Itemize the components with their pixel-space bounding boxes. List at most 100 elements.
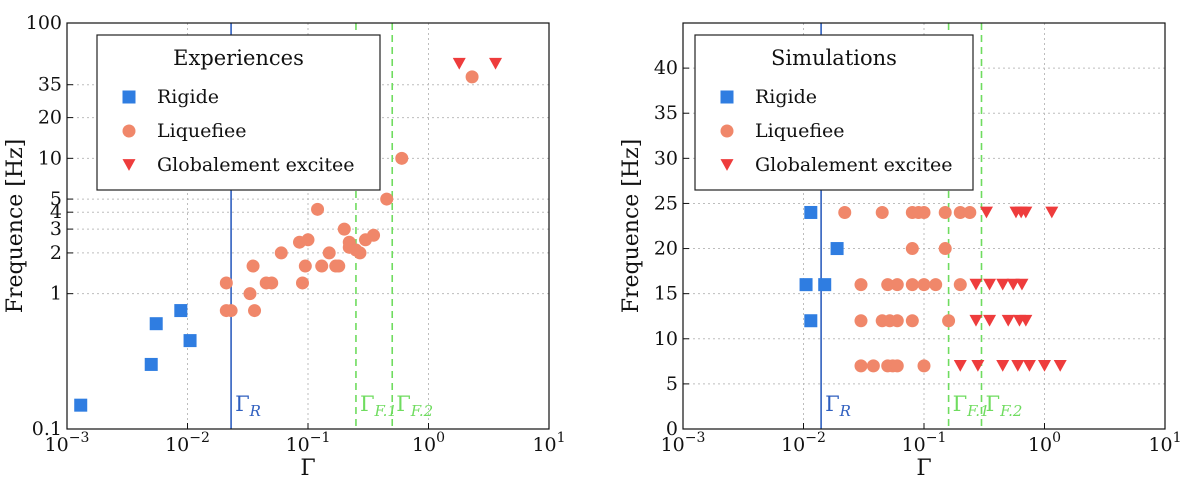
data-point bbox=[265, 276, 279, 290]
legend-marker bbox=[720, 124, 734, 138]
data-point bbox=[1019, 206, 1033, 219]
y-tick-label: 25 bbox=[654, 192, 678, 214]
data-point bbox=[854, 278, 868, 292]
data-point bbox=[996, 278, 1010, 291]
legend-entry: Liquefiee bbox=[755, 120, 845, 142]
x-tick-label: 100 bbox=[412, 430, 445, 456]
data-point bbox=[367, 228, 381, 242]
data-point bbox=[890, 278, 904, 292]
data-point bbox=[74, 398, 88, 412]
data-point bbox=[890, 359, 904, 373]
data-point bbox=[1019, 314, 1033, 327]
y-tick-label: 3 bbox=[50, 218, 62, 240]
y-axis-label: Frequence [Hz] bbox=[3, 139, 28, 314]
series-globalement-excitee bbox=[452, 57, 503, 70]
data-point bbox=[938, 242, 952, 256]
x-tick-label: 100 bbox=[1028, 430, 1061, 456]
data-point bbox=[983, 314, 997, 327]
y-tick-label: 4 bbox=[50, 201, 62, 223]
y-tick-label: 35 bbox=[654, 102, 678, 124]
data-point bbox=[246, 259, 260, 273]
legend-entry: Rigide bbox=[157, 86, 219, 108]
y-tick-label: 0.1 bbox=[32, 418, 62, 440]
data-point bbox=[301, 233, 315, 247]
reference-line-label: ΓF.2 bbox=[985, 392, 1022, 420]
reference-line-label: ΓF.1 bbox=[953, 392, 990, 420]
legend-entry: Rigide bbox=[755, 86, 817, 108]
data-point bbox=[144, 357, 158, 371]
data-point bbox=[929, 278, 943, 292]
reference-line-label: ΓR bbox=[825, 392, 851, 420]
data-point bbox=[395, 151, 409, 165]
data-point bbox=[353, 246, 367, 260]
data-point bbox=[1006, 278, 1020, 291]
series-rigide bbox=[799, 205, 844, 328]
chart-panel-2: ΓR ΓF.1ΓF.2 10−3 10−2 10−1 100 101 0 5 10 15 20 25 30… bbox=[619, 22, 1180, 481]
data-point bbox=[315, 259, 329, 273]
legend: Experiences Rigide Liquefiee Globalement ex… bbox=[96, 34, 381, 191]
data-point bbox=[804, 314, 818, 328]
data-point bbox=[452, 57, 466, 70]
data-point bbox=[866, 359, 880, 373]
data-point bbox=[1053, 359, 1067, 372]
data-point bbox=[322, 246, 336, 260]
legend-entry: Globalement excitee bbox=[157, 154, 354, 176]
y-tick-label: 5 bbox=[666, 373, 678, 395]
y-tick-label: 40 bbox=[654, 57, 678, 79]
data-point bbox=[1038, 359, 1051, 372]
data-point bbox=[804, 205, 818, 219]
data-point bbox=[875, 205, 889, 219]
legend-title: Experiences bbox=[173, 46, 304, 70]
data-point bbox=[917, 278, 931, 292]
data-point bbox=[1011, 359, 1025, 372]
data-point bbox=[905, 278, 919, 292]
data-point bbox=[953, 278, 967, 292]
x-tick-label: 10−1 bbox=[902, 430, 947, 456]
data-point bbox=[274, 246, 288, 260]
data-point bbox=[295, 276, 309, 290]
x-tick-label: 101 bbox=[1148, 430, 1180, 456]
data-point bbox=[1001, 314, 1015, 327]
legend-marker bbox=[122, 90, 136, 104]
x-tick-label: 10−3 bbox=[661, 430, 706, 456]
data-point bbox=[979, 206, 993, 219]
legend-marker bbox=[122, 124, 136, 138]
legend-marker bbox=[720, 90, 734, 104]
data-point bbox=[983, 278, 997, 291]
data-point bbox=[971, 359, 985, 372]
data-point bbox=[963, 205, 977, 219]
x-tick-label: 101 bbox=[532, 430, 565, 456]
legend: Simulations Rigide Liquefiee Globalement ex… bbox=[694, 34, 974, 191]
series-globalement-excitee bbox=[953, 206, 1067, 372]
data-point bbox=[224, 304, 238, 318]
data-point bbox=[380, 192, 394, 206]
data-point bbox=[248, 304, 262, 318]
data-point bbox=[881, 278, 895, 292]
reference-line-label: ΓR bbox=[235, 392, 261, 420]
y-tick-label: 30 bbox=[654, 147, 678, 169]
data-point bbox=[838, 205, 852, 219]
y-tick-label: 20 bbox=[38, 107, 62, 129]
y-tick-label: 5 bbox=[50, 188, 62, 210]
data-point bbox=[969, 278, 983, 291]
data-point bbox=[489, 57, 503, 70]
x-tick-label: 10−1 bbox=[286, 430, 331, 456]
y-tick-label: 0 bbox=[666, 418, 678, 440]
data-point bbox=[953, 205, 967, 219]
legend-marker bbox=[122, 159, 136, 171]
data-point bbox=[905, 314, 919, 328]
legend-title: Simulations bbox=[771, 46, 897, 70]
data-point bbox=[969, 314, 983, 327]
data-point bbox=[243, 287, 257, 301]
data-point bbox=[917, 205, 931, 219]
data-point bbox=[818, 278, 832, 292]
legend-marker bbox=[720, 159, 734, 171]
data-point bbox=[942, 314, 956, 328]
series-rigide bbox=[74, 304, 197, 412]
data-point bbox=[953, 359, 967, 372]
x-tick-label: 10−3 bbox=[45, 430, 90, 456]
y-tick-label: 35 bbox=[38, 74, 62, 96]
x-tick-label: 10−2 bbox=[781, 430, 826, 456]
